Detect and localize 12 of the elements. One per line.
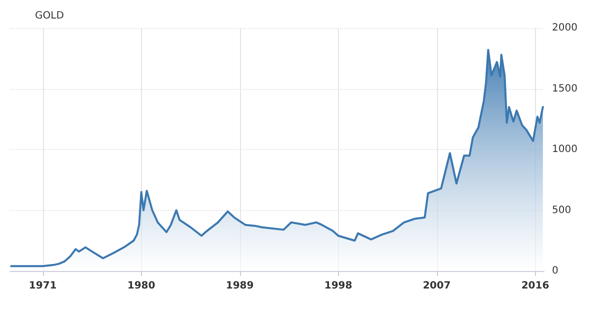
y-tick-label: 1500 [552,83,578,94]
x-tick-label: 1998 [324,280,352,292]
x-tick-label: 1989 [226,280,254,292]
x-tick-label: 1971 [28,280,57,292]
y-tick-label: 2000 [552,22,578,34]
x-tick-label: 1980 [127,280,156,292]
x-tick-label: 2016 [521,280,550,292]
x-tick-label: 2007 [422,280,451,292]
y-tick-label: 500 [552,204,572,216]
chart-title: GOLD [35,10,64,22]
y-tick-label: 0 [552,266,558,276]
y-tick-label: 1000 [552,144,578,155]
